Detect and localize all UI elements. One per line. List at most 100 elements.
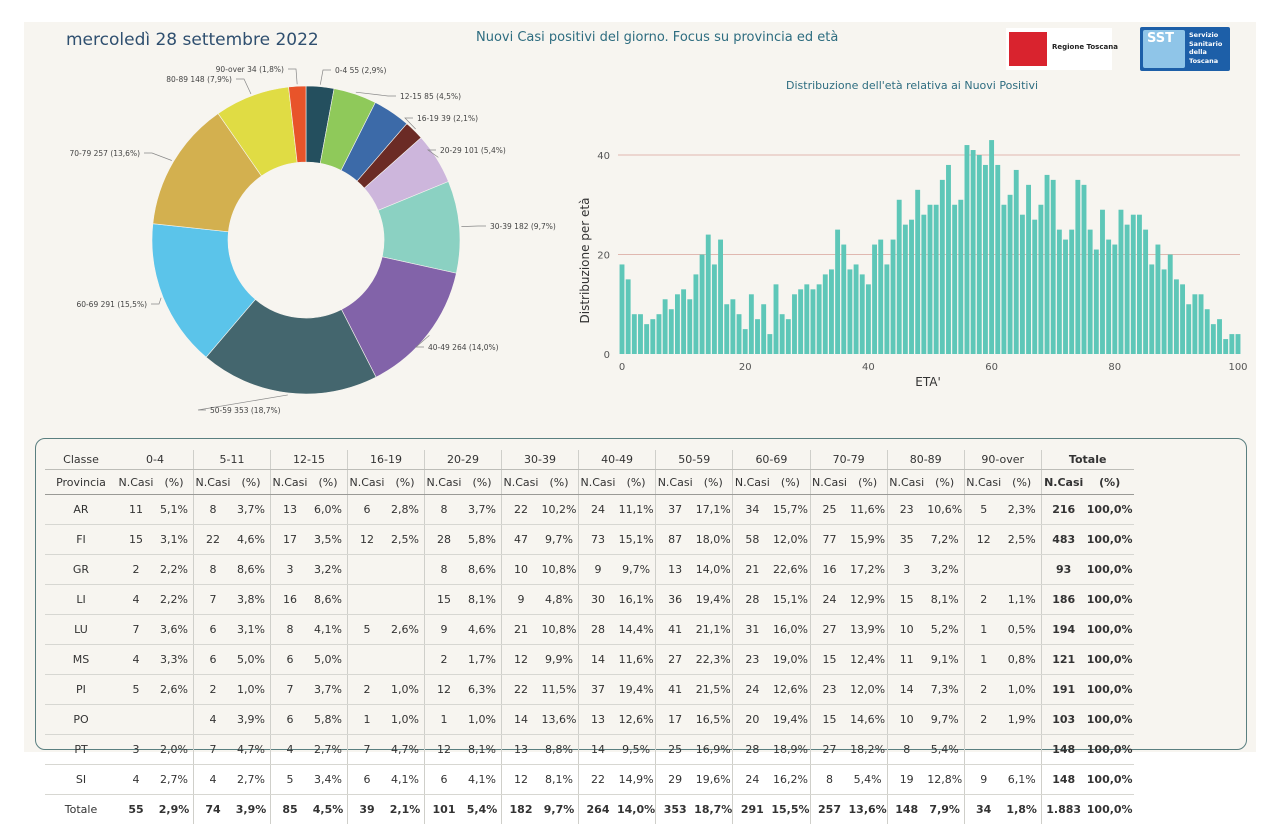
count-cell <box>964 555 1003 585</box>
percent-cell: 2,3% <box>1003 495 1042 525</box>
total-percent-cell: 100,0% <box>1086 615 1134 645</box>
percent-cell: 2,7% <box>155 765 194 795</box>
percent-cell: 16,2% <box>771 765 810 795</box>
histogram-bar <box>657 314 662 354</box>
percent-header: (%) <box>232 470 271 495</box>
total-count-cell: 216 <box>1041 495 1086 525</box>
count-header: N.Casi <box>1041 470 1086 495</box>
total-count-cell: 483 <box>1041 525 1086 555</box>
count-cell: 47 <box>502 525 541 555</box>
histogram-x-tick: 0 <box>619 362 625 373</box>
histogram-bar <box>700 255 705 355</box>
total-percent-cell: 100,0% <box>1086 525 1134 555</box>
histogram-bar <box>977 155 982 354</box>
class-header: Classe <box>45 450 117 470</box>
histogram-bar <box>792 294 797 354</box>
percent-cell: 8,1% <box>540 765 579 795</box>
percent-header: (%) <box>771 470 810 495</box>
age-group-header: 70-79 <box>810 450 887 470</box>
percent-cell: 2,7% <box>232 765 271 795</box>
count-cell: 182 <box>502 795 541 824</box>
count-cell: 257 <box>810 795 849 824</box>
count-header: N.Casi <box>502 470 541 495</box>
total-percent-cell: 100,0% <box>1086 705 1134 735</box>
count-cell: 74 <box>194 795 233 824</box>
count-cell: 4 <box>194 705 233 735</box>
count-cell: 6 <box>271 645 310 675</box>
percent-cell: 8,1% <box>463 585 502 615</box>
histogram-bar <box>1020 215 1025 354</box>
count-cell: 28 <box>425 525 464 555</box>
percent-cell: 8,1% <box>926 585 965 615</box>
histogram-bar <box>1051 180 1056 354</box>
count-cell: 11 <box>887 645 926 675</box>
total-percent-cell: 100,0% <box>1086 555 1134 585</box>
count-cell: 4 <box>117 765 155 795</box>
count-cell: 11 <box>117 495 155 525</box>
percent-cell: 3,9% <box>232 795 271 824</box>
histogram-bar <box>743 329 748 354</box>
percent-cell: 18,0% <box>694 525 733 555</box>
count-cell: 8 <box>425 555 464 585</box>
count-cell: 23 <box>733 645 772 675</box>
count-header: N.Casi <box>425 470 464 495</box>
count-cell: 10 <box>502 555 541 585</box>
percent-cell: 14,9% <box>617 765 656 795</box>
histogram-bar <box>638 314 643 354</box>
count-cell: 37 <box>656 495 695 525</box>
percent-header: (%) <box>926 470 965 495</box>
histogram-bar <box>1069 230 1074 354</box>
percent-cell: 8,6% <box>463 555 502 585</box>
histogram-bar <box>903 225 908 354</box>
percent-cell: 8,6% <box>309 585 348 615</box>
count-cell <box>964 735 1003 765</box>
percent-cell: 3,8% <box>232 585 271 615</box>
count-cell: 353 <box>656 795 695 824</box>
histogram-bar <box>804 284 809 354</box>
count-cell: 8 <box>194 495 233 525</box>
count-cell: 14 <box>502 705 541 735</box>
histogram-bar <box>854 264 859 354</box>
count-cell: 6 <box>194 615 233 645</box>
percent-cell: 0,8% <box>1003 645 1042 675</box>
percent-cell: 3,3% <box>155 645 194 675</box>
histogram-x-tick: 100 <box>1228 362 1247 373</box>
percent-cell <box>155 705 194 735</box>
histogram-bar <box>1014 170 1019 354</box>
count-cell: 15 <box>887 585 926 615</box>
count-cell: 85 <box>271 795 310 824</box>
count-cell: 39 <box>348 795 387 824</box>
histogram-bar <box>835 230 840 354</box>
province-name: PT <box>45 735 117 765</box>
percent-cell: 4,1% <box>386 765 425 795</box>
histogram-bar <box>829 269 834 354</box>
histogram-bar <box>1106 240 1111 354</box>
count-cell: 6 <box>348 495 387 525</box>
percent-cell: 4,7% <box>232 735 271 765</box>
total-percent-cell: 100,0% <box>1086 795 1134 824</box>
count-cell: 1 <box>425 705 464 735</box>
percent-header: (%) <box>617 470 656 495</box>
percent-cell: 5,8% <box>309 705 348 735</box>
percent-cell: 19,4% <box>617 675 656 705</box>
count-header: N.Casi <box>733 470 772 495</box>
histogram-x-label: ETA' <box>915 375 941 389</box>
percent-cell: 19,0% <box>771 645 810 675</box>
count-cell: 2 <box>348 675 387 705</box>
count-cell: 58 <box>733 525 772 555</box>
count-cell: 2 <box>117 555 155 585</box>
histogram-bar <box>1229 334 1234 354</box>
count-cell: 12 <box>425 735 464 765</box>
percent-cell: 8,1% <box>463 735 502 765</box>
percent-cell: 3,5% <box>309 525 348 555</box>
percent-cell: 9,1% <box>926 645 965 675</box>
total-count-cell: 186 <box>1041 585 1086 615</box>
count-cell: 41 <box>656 615 695 645</box>
count-cell: 8 <box>425 495 464 525</box>
histogram-bar <box>847 269 852 354</box>
percent-cell: 16,9% <box>694 735 733 765</box>
percent-cell: 13,9% <box>849 615 888 645</box>
histogram-bar <box>724 304 729 354</box>
